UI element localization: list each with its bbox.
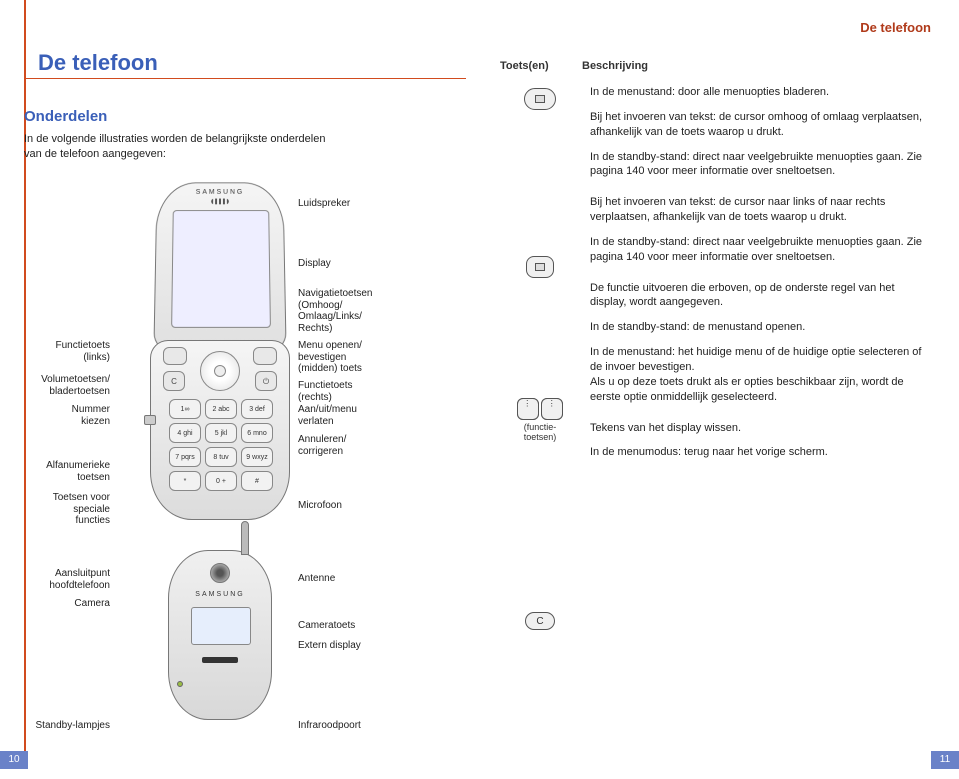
- camera-lens: [210, 563, 230, 583]
- page-title: De telefoon: [38, 50, 158, 76]
- key-7: 7 pqrs: [169, 447, 201, 467]
- lbl-nav: Navigatietoetsen (Omhoog/ Omlaag/Links/ …: [298, 288, 438, 334]
- group-nav-lr: Bij het invoeren van tekst: de cursor na…: [590, 195, 930, 264]
- phone-closed-diagram: SAMSUNG: [168, 550, 272, 720]
- key-8: 8 tuv: [205, 447, 237, 467]
- antenna: [241, 521, 249, 555]
- lbl-ext-display: Extern display: [298, 640, 438, 652]
- key-0: 0 +: [205, 471, 237, 491]
- desc-4b: In de menumodus: terug naar het vorige s…: [590, 445, 930, 460]
- nav-pad: [200, 351, 240, 391]
- desc-2b: In de standby-stand: direct naar veelgeb…: [590, 235, 930, 265]
- desc-3b: In de standby-stand: de menustand openen…: [590, 320, 930, 335]
- softkey-left: [163, 347, 187, 365]
- phone-brand: SAMSUNG: [157, 189, 282, 196]
- phone-display: [171, 210, 271, 328]
- key-4: 4 ghi: [169, 423, 201, 443]
- lbl-antenna: Antenne: [298, 573, 438, 585]
- key-5: 5 jkl: [205, 423, 237, 443]
- lbl-alphanum: Alfanumerieke toetsen: [20, 460, 110, 483]
- headset-jack: [144, 415, 156, 425]
- lbl-volume: Volumetoetsen/ bladertoetsen: [20, 374, 110, 397]
- icon-c-key: C: [500, 612, 580, 630]
- page-number-left: 10: [0, 751, 28, 769]
- col-desc: Beschrijving: [582, 60, 648, 72]
- key-hash: #: [241, 471, 273, 491]
- infrared-port: [202, 657, 238, 663]
- external-display: [191, 607, 251, 645]
- phone-open-diagram: SAMSUNG C ⏻ 1∞ 2 abc 3 def 4 ghi 5 jkl 6…: [150, 180, 290, 520]
- lbl-speaker: Luidspreker: [298, 198, 438, 210]
- key-star: *: [169, 471, 201, 491]
- desc-1c: In de standby-stand: direct naar veelgeb…: [590, 150, 930, 180]
- key-6: 6 mno: [241, 423, 273, 443]
- desc-3c: In de menustand: het huidige menu of de …: [590, 345, 930, 404]
- page-number-right: 11: [931, 751, 959, 769]
- group-c-key: Tekens van het display wissen. In de men…: [590, 421, 930, 461]
- group-nav-updown: In de menustand: door alle menuopties bl…: [590, 85, 930, 179]
- keypad: 1∞ 2 abc 3 def 4 ghi 5 jkl 6 mno 7 pqrs …: [169, 399, 273, 491]
- key-1: 1∞: [169, 399, 201, 419]
- running-header: De telefoon: [860, 20, 931, 35]
- icon-softkeys: ⋮ ⋮ (functie- toetsen): [500, 398, 580, 442]
- section-heading: Onderdelen: [24, 108, 107, 125]
- icon-nav-lr: [500, 256, 580, 280]
- lbl-infrared: Infraroodpoort: [298, 720, 438, 732]
- key-2: 2 abc: [205, 399, 237, 419]
- group-softkeys: De functie uitvoeren die erboven, op de …: [590, 281, 930, 405]
- lbl-special: Toetsen voor speciale functies: [20, 492, 110, 527]
- desc-3a: De functie uitvoeren die erboven, op de …: [590, 281, 930, 311]
- lbl-cancel: Annuleren/ corrigeren: [298, 434, 438, 457]
- table-header: Toets(en) Beschrijving: [500, 60, 648, 72]
- standby-led: [177, 681, 183, 687]
- phone-body: C ⏻ 1∞ 2 abc 3 def 4 ghi 5 jkl 6 mno 7 p…: [150, 340, 290, 520]
- lbl-menu-ok: Menu openen/ bevestigen (midden) toets: [298, 340, 438, 375]
- key-9: 9 wxyz: [241, 447, 273, 467]
- col-key: Toets(en): [500, 60, 570, 72]
- speaker-grille: [211, 199, 229, 205]
- desc-2a: Bij het invoeren van tekst: de cursor na…: [590, 195, 930, 225]
- lbl-softkey-left: Functietoets (links): [20, 340, 110, 363]
- description-column: In de menustand: door alle menuopties bl…: [590, 85, 930, 476]
- lbl-dial: Nummer kiezen: [20, 404, 110, 427]
- lbl-softkey-right: Functietoets (rechts): [298, 380, 438, 403]
- icon-nav-updown: [500, 88, 580, 112]
- softkeys-caption: (functie- toetsen): [500, 422, 580, 442]
- right-page: De telefoon Toets(en) Beschrijving ⋮ ⋮ (…: [480, 0, 959, 779]
- lbl-camera-btn: Cameratoets: [298, 620, 438, 632]
- desc-1b: Bij het invoeren van tekst: de cursor om…: [590, 110, 930, 140]
- lbl-camera: Camera: [20, 598, 110, 610]
- title-underline: [26, 78, 466, 79]
- call-key: C: [163, 371, 185, 391]
- desc-4a: Tekens van het display wissen.: [590, 421, 930, 436]
- left-page: De telefoon Onderdelen In de volgende il…: [0, 0, 479, 779]
- lbl-mic: Microfoon: [298, 500, 438, 512]
- desc-1a: In de menustand: door alle menuopties bl…: [590, 85, 930, 100]
- intro-paragraph: In de volgende illustraties worden de be…: [24, 132, 334, 162]
- key-3: 3 def: [241, 399, 273, 419]
- lbl-standby-led: Standby-lampjes: [20, 720, 110, 732]
- phone-lid: SAMSUNG: [153, 182, 286, 351]
- lbl-display: Display: [298, 258, 438, 270]
- power-key: ⏻: [255, 371, 277, 391]
- phone-brand-closed: SAMSUNG: [169, 591, 271, 598]
- softkey-right: [253, 347, 277, 365]
- lbl-power: Aan/uit/menu verlaten: [298, 404, 438, 427]
- lbl-headset: Aansluitpunt hoofdtelefoon: [20, 568, 110, 591]
